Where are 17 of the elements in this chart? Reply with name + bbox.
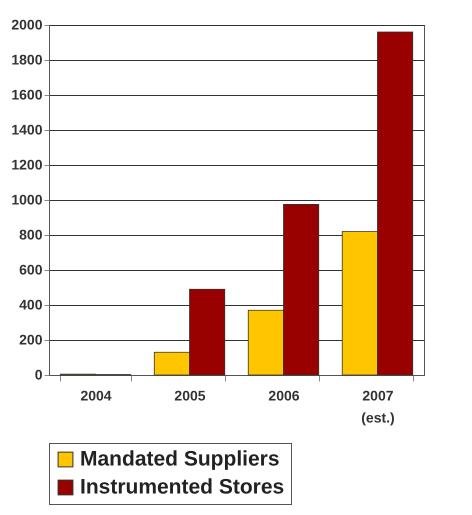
y-tick-label: 400: [19, 296, 43, 312]
legend-label: Instrumented Stores: [80, 476, 284, 498]
x-tick-label: 2004: [80, 388, 112, 404]
y-tick-label: 1800: [11, 52, 43, 68]
y-tick-label: 2000: [11, 16, 43, 32]
y-tick-label: 1400: [11, 122, 43, 138]
y-tick-label: 200: [19, 332, 43, 348]
y-tick-label: 1000: [11, 192, 43, 208]
x-tick-label: 2007 (est.): [361, 388, 395, 426]
legend-label: Mandated Suppliers: [80, 448, 280, 470]
x-tick-label: 2006: [268, 388, 300, 404]
y-tick-label: 800: [19, 226, 43, 242]
y-tick-label: 600: [19, 262, 43, 278]
x-tick-label: 2005: [174, 388, 206, 404]
y-tick-label: 1200: [11, 156, 43, 172]
y-tick-label: 1600: [11, 86, 43, 102]
y-tick-label: 0: [34, 366, 43, 382]
